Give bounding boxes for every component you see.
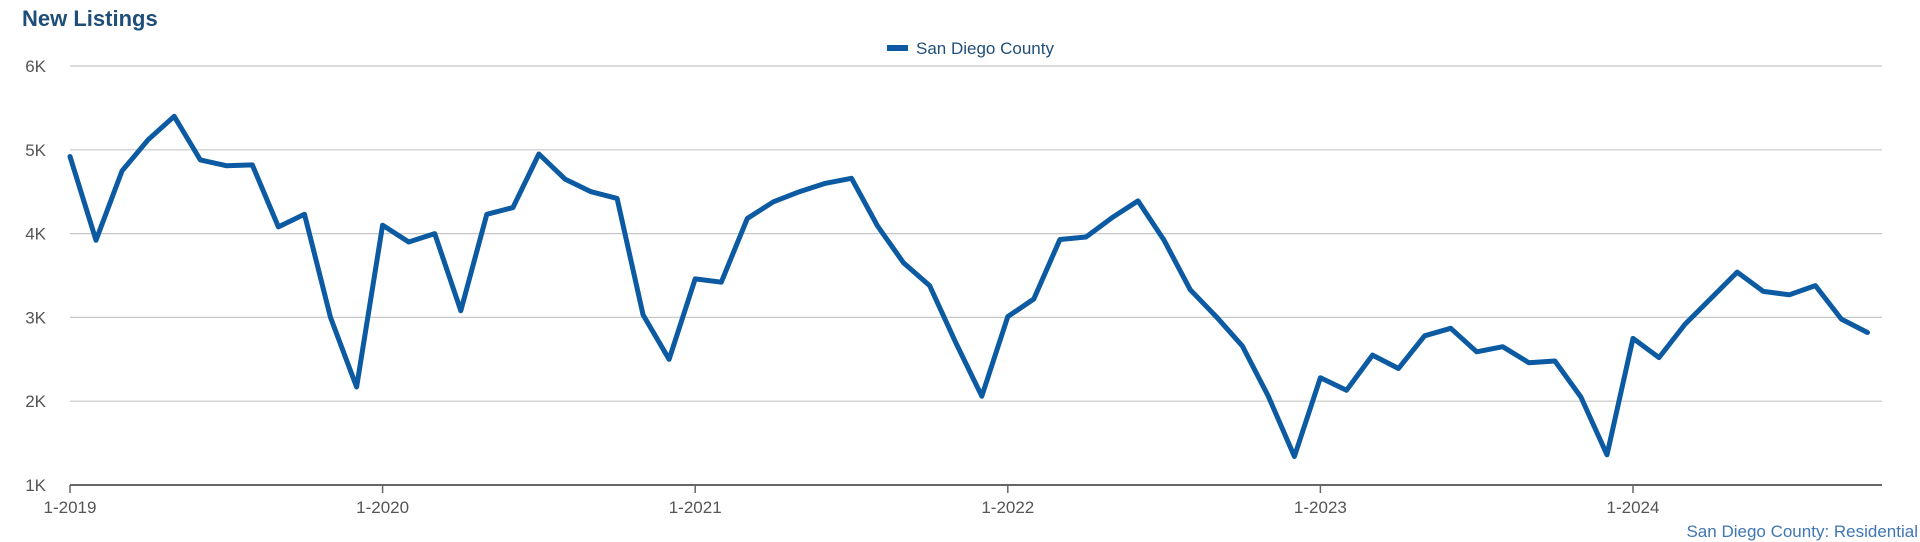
x-axis-ticks: 1-2019 1-2020 1-2021 1-2022 1-2023 1-2024 bbox=[44, 485, 1660, 517]
x-tick-label: 1-2019 bbox=[44, 498, 97, 517]
x-tick-label: 1-2020 bbox=[356, 498, 409, 517]
legend[interactable]: San Diego County bbox=[887, 39, 1054, 58]
series-line-san-diego-county bbox=[67, 113, 1870, 459]
y-tick-label: 2K bbox=[25, 392, 46, 411]
source-label: San Diego County: Residential bbox=[1686, 522, 1918, 541]
y-tick-label: 1K bbox=[25, 476, 46, 495]
y-tick-label: 4K bbox=[25, 225, 46, 244]
y-tick-label: 3K bbox=[25, 308, 46, 327]
y-axis-ticks: 1K 2K 3K 4K 5K 6K bbox=[25, 57, 46, 495]
x-tick-label: 1-2024 bbox=[1607, 498, 1660, 517]
chart-title: New Listings bbox=[22, 6, 158, 31]
x-tick-label: 1-2021 bbox=[669, 498, 722, 517]
y-tick-label: 5K bbox=[25, 141, 46, 160]
gridlines bbox=[70, 65, 1882, 486]
x-tick-label: 1-2023 bbox=[1294, 498, 1347, 517]
series-layer bbox=[67, 113, 1870, 459]
legend-label[interactable]: San Diego County bbox=[916, 39, 1054, 58]
x-tick-label: 1-2022 bbox=[981, 498, 1034, 517]
y-tick-label: 6K bbox=[25, 57, 46, 76]
